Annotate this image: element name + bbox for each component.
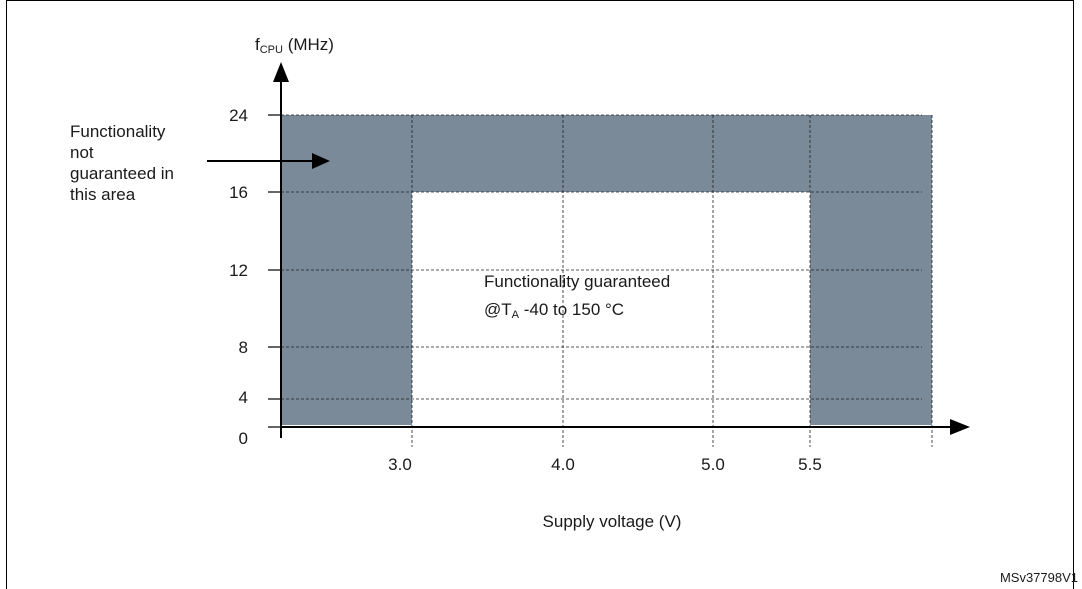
y-tick-label: 0 [239,429,248,448]
annotation-guaranteed-line2: @TA -40 to 150 °C [484,300,624,321]
annotation-not-guaranteed-line: guaranteed in [70,164,174,183]
annotation-guaranteed-line1: Functionality guaranteed [484,272,670,291]
x-tick-label: 4.0 [551,455,575,474]
y-tick-label: 12 [229,261,248,280]
figure-frame [6,0,1074,589]
y-axis-arrow [273,62,289,82]
y-tick-label: 4 [239,388,248,407]
y-tick-label: 24 [229,106,248,125]
guaranteed-region [412,192,810,425]
y-tick-label: 16 [229,183,248,202]
x-tick-label: 3.0 [388,455,412,474]
y-axis-label: fCPU (MHz) [255,35,334,56]
annotation-not-guaranteed-line: Functionality [70,122,166,141]
x-axis-arrow [950,419,970,435]
annotation-arrow-head [312,153,330,169]
x-axis-label: Supply voltage (V) [543,512,682,531]
x-tick-label: 5.5 [798,455,822,474]
annotation-not-guaranteed-line: not [70,143,94,162]
y-tick-label: 8 [239,338,248,357]
figure-reference-code: MSv37798V1 [999,570,1078,585]
x-tick-label: 5.0 [701,455,725,474]
annotation-not-guaranteed-line: this area [70,185,136,204]
